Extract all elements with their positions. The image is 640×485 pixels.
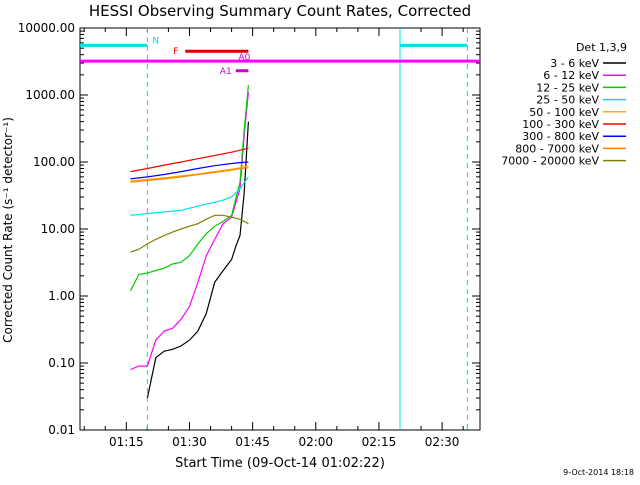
- y-tick-label: 10.00: [41, 222, 75, 236]
- x-tick-label: 01:15: [109, 435, 144, 449]
- series-line: [130, 92, 249, 371]
- x-tick-label: 02:15: [362, 435, 397, 449]
- y-tick-label: 0.01: [48, 423, 75, 437]
- chart-title: HESSI Observing Summary Count Rates, Cor…: [89, 2, 471, 20]
- x-axis-label: Start Time (09-Oct-14 01:02:22): [175, 456, 385, 471]
- series-lines: [129, 85, 249, 399]
- y-tick-label: 1000.00: [25, 88, 75, 102]
- legend-label: 800 - 7000 keV: [515, 142, 599, 155]
- flag-label-a1: A1: [220, 67, 232, 77]
- legend-label: 25 - 50 keV: [536, 94, 599, 107]
- series-line: [130, 147, 249, 173]
- x-tick-label: 02:00: [298, 435, 333, 449]
- legend-label: 300 - 800 keV: [522, 130, 599, 143]
- x-tick-label: 01:30: [172, 435, 207, 449]
- legend-title: Det 1,3,9: [576, 41, 627, 54]
- y-tick-label: 100.00: [33, 155, 75, 169]
- x-tick-label: 02:30: [425, 435, 460, 449]
- legend-label: 3 - 6 keV: [550, 57, 599, 70]
- y-tick-label: 0.10: [48, 356, 75, 370]
- legend-label: 12 - 25 keV: [536, 81, 599, 94]
- series-line: [130, 167, 249, 183]
- plot-frame: [79, 27, 481, 431]
- legend-label: 50 - 100 keV: [529, 106, 599, 119]
- y-axis-label: Corrected Count Rate (s⁻¹ detector⁻¹): [1, 117, 15, 343]
- legend-label: 7000 - 20000 keV: [501, 155, 599, 168]
- flag-markers: N F A0 A1: [80, 28, 480, 430]
- series-line: [129, 85, 249, 291]
- series-line: [130, 214, 249, 253]
- series-line: [146, 121, 249, 399]
- y-tick-label: 1.00: [48, 289, 75, 303]
- series-line: [130, 161, 249, 180]
- series-line: [130, 176, 249, 216]
- tick-labels: 0.01 0.10 1.00 10.00 100.00 1000.00 10000.00 01…: [18, 21, 460, 449]
- flag-label-n: N: [152, 36, 159, 46]
- legend-label: 100 - 300 keV: [522, 118, 599, 131]
- axis-ticks: [80, 27, 480, 431]
- x-tick-label: 01:45: [235, 435, 270, 449]
- flag-label-f: F: [173, 47, 178, 57]
- footer-timestamp: 9-Oct-2014 18:18: [563, 468, 634, 477]
- legend-label: 6 - 12 keV: [543, 69, 599, 82]
- flag-label-a0: A0: [238, 53, 250, 63]
- y-tick-label: 10000.00: [18, 21, 75, 35]
